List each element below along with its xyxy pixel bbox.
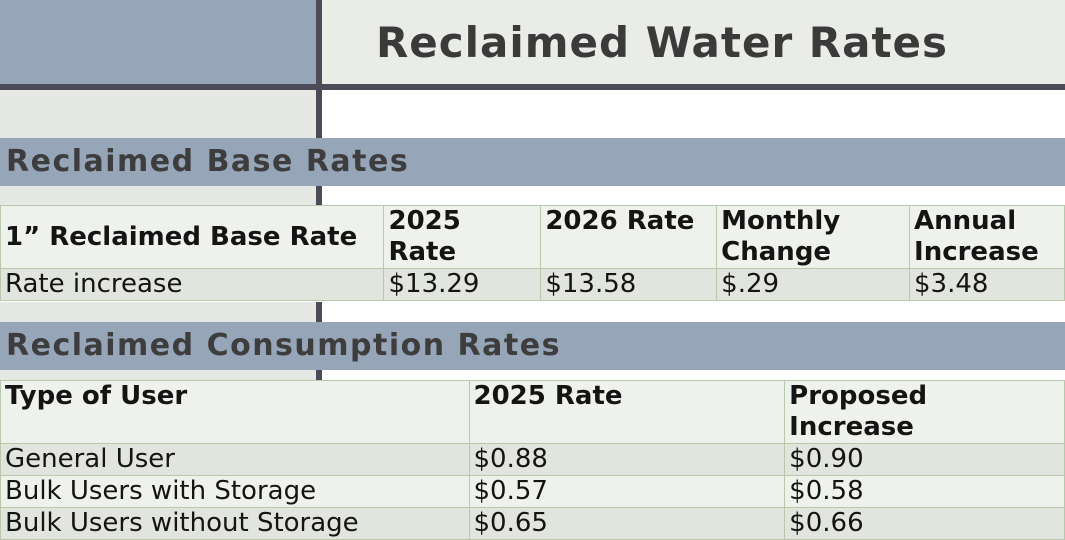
table-cell: $0.65 — [468, 507, 786, 540]
table-row: Bulk Users with Storage $0.57 $0.58 — [0, 475, 1065, 508]
horizontal-divider — [0, 84, 1065, 90]
column-header: 2026 Rate — [540, 205, 718, 269]
spacer-block — [0, 186, 316, 206]
table-row: Bulk Users without Storage $0.65 $0.66 — [0, 507, 1065, 540]
table-cell: $0.90 — [784, 443, 1065, 476]
section-title-base-rates: Reclaimed Base Rates — [0, 138, 1065, 186]
section-title-consumption-rates: Reclaimed Consumption Rates — [0, 322, 1065, 370]
table-cell: Rate increase — [0, 268, 385, 301]
column-header: Proposed Increase — [784, 380, 1065, 444]
column-header: Annual Increase — [909, 205, 1065, 269]
column-header: 2025 Rate — [468, 380, 786, 444]
table-cell: $3.48 — [909, 268, 1065, 301]
table-row: General User $0.88 $0.90 — [0, 443, 1065, 476]
vertical-divider — [316, 302, 322, 322]
vertical-divider — [316, 0, 322, 138]
column-header: Type of User — [0, 380, 470, 444]
base-rates-table: 1” Reclaimed Base Rate 2025 Rate 2026 Ra… — [0, 205, 1065, 301]
table-cell: $0.66 — [784, 507, 1065, 540]
vertical-divider — [316, 186, 322, 206]
table-cell: Bulk Users with Storage — [0, 475, 470, 508]
spacer-block — [0, 302, 316, 322]
header-subblock — [0, 90, 316, 138]
spacer-block — [0, 370, 316, 381]
table-cell: $13.29 — [383, 268, 542, 301]
header-title-block — [322, 0, 1065, 84]
table-cell: Bulk Users without Storage — [0, 507, 470, 540]
vertical-divider — [316, 370, 322, 381]
table-cell: General User — [0, 443, 470, 476]
consumption-rates-table: Type of User 2025 Rate Proposed Increase… — [0, 380, 1065, 540]
header-left-block — [0, 0, 316, 84]
table-header-row: 1” Reclaimed Base Rate 2025 Rate 2026 Ra… — [0, 205, 1065, 269]
column-header: Monthly Change — [716, 205, 911, 269]
table-row: Rate increase $13.29 $13.58 $.29 $3.48 — [0, 268, 1065, 301]
table-cell: $0.57 — [468, 475, 786, 508]
table-header-row: Type of User 2025 Rate Proposed Increase — [0, 380, 1065, 444]
table-cell: $.29 — [716, 268, 911, 301]
table-cell: $0.88 — [468, 443, 786, 476]
table-cell: $13.58 — [540, 268, 718, 301]
column-header: 1” Reclaimed Base Rate — [0, 205, 385, 269]
page-title: Reclaimed Water Rates — [375, 17, 949, 67]
column-header: 2025 Rate — [383, 205, 542, 269]
table-cell: $0.58 — [784, 475, 1065, 508]
